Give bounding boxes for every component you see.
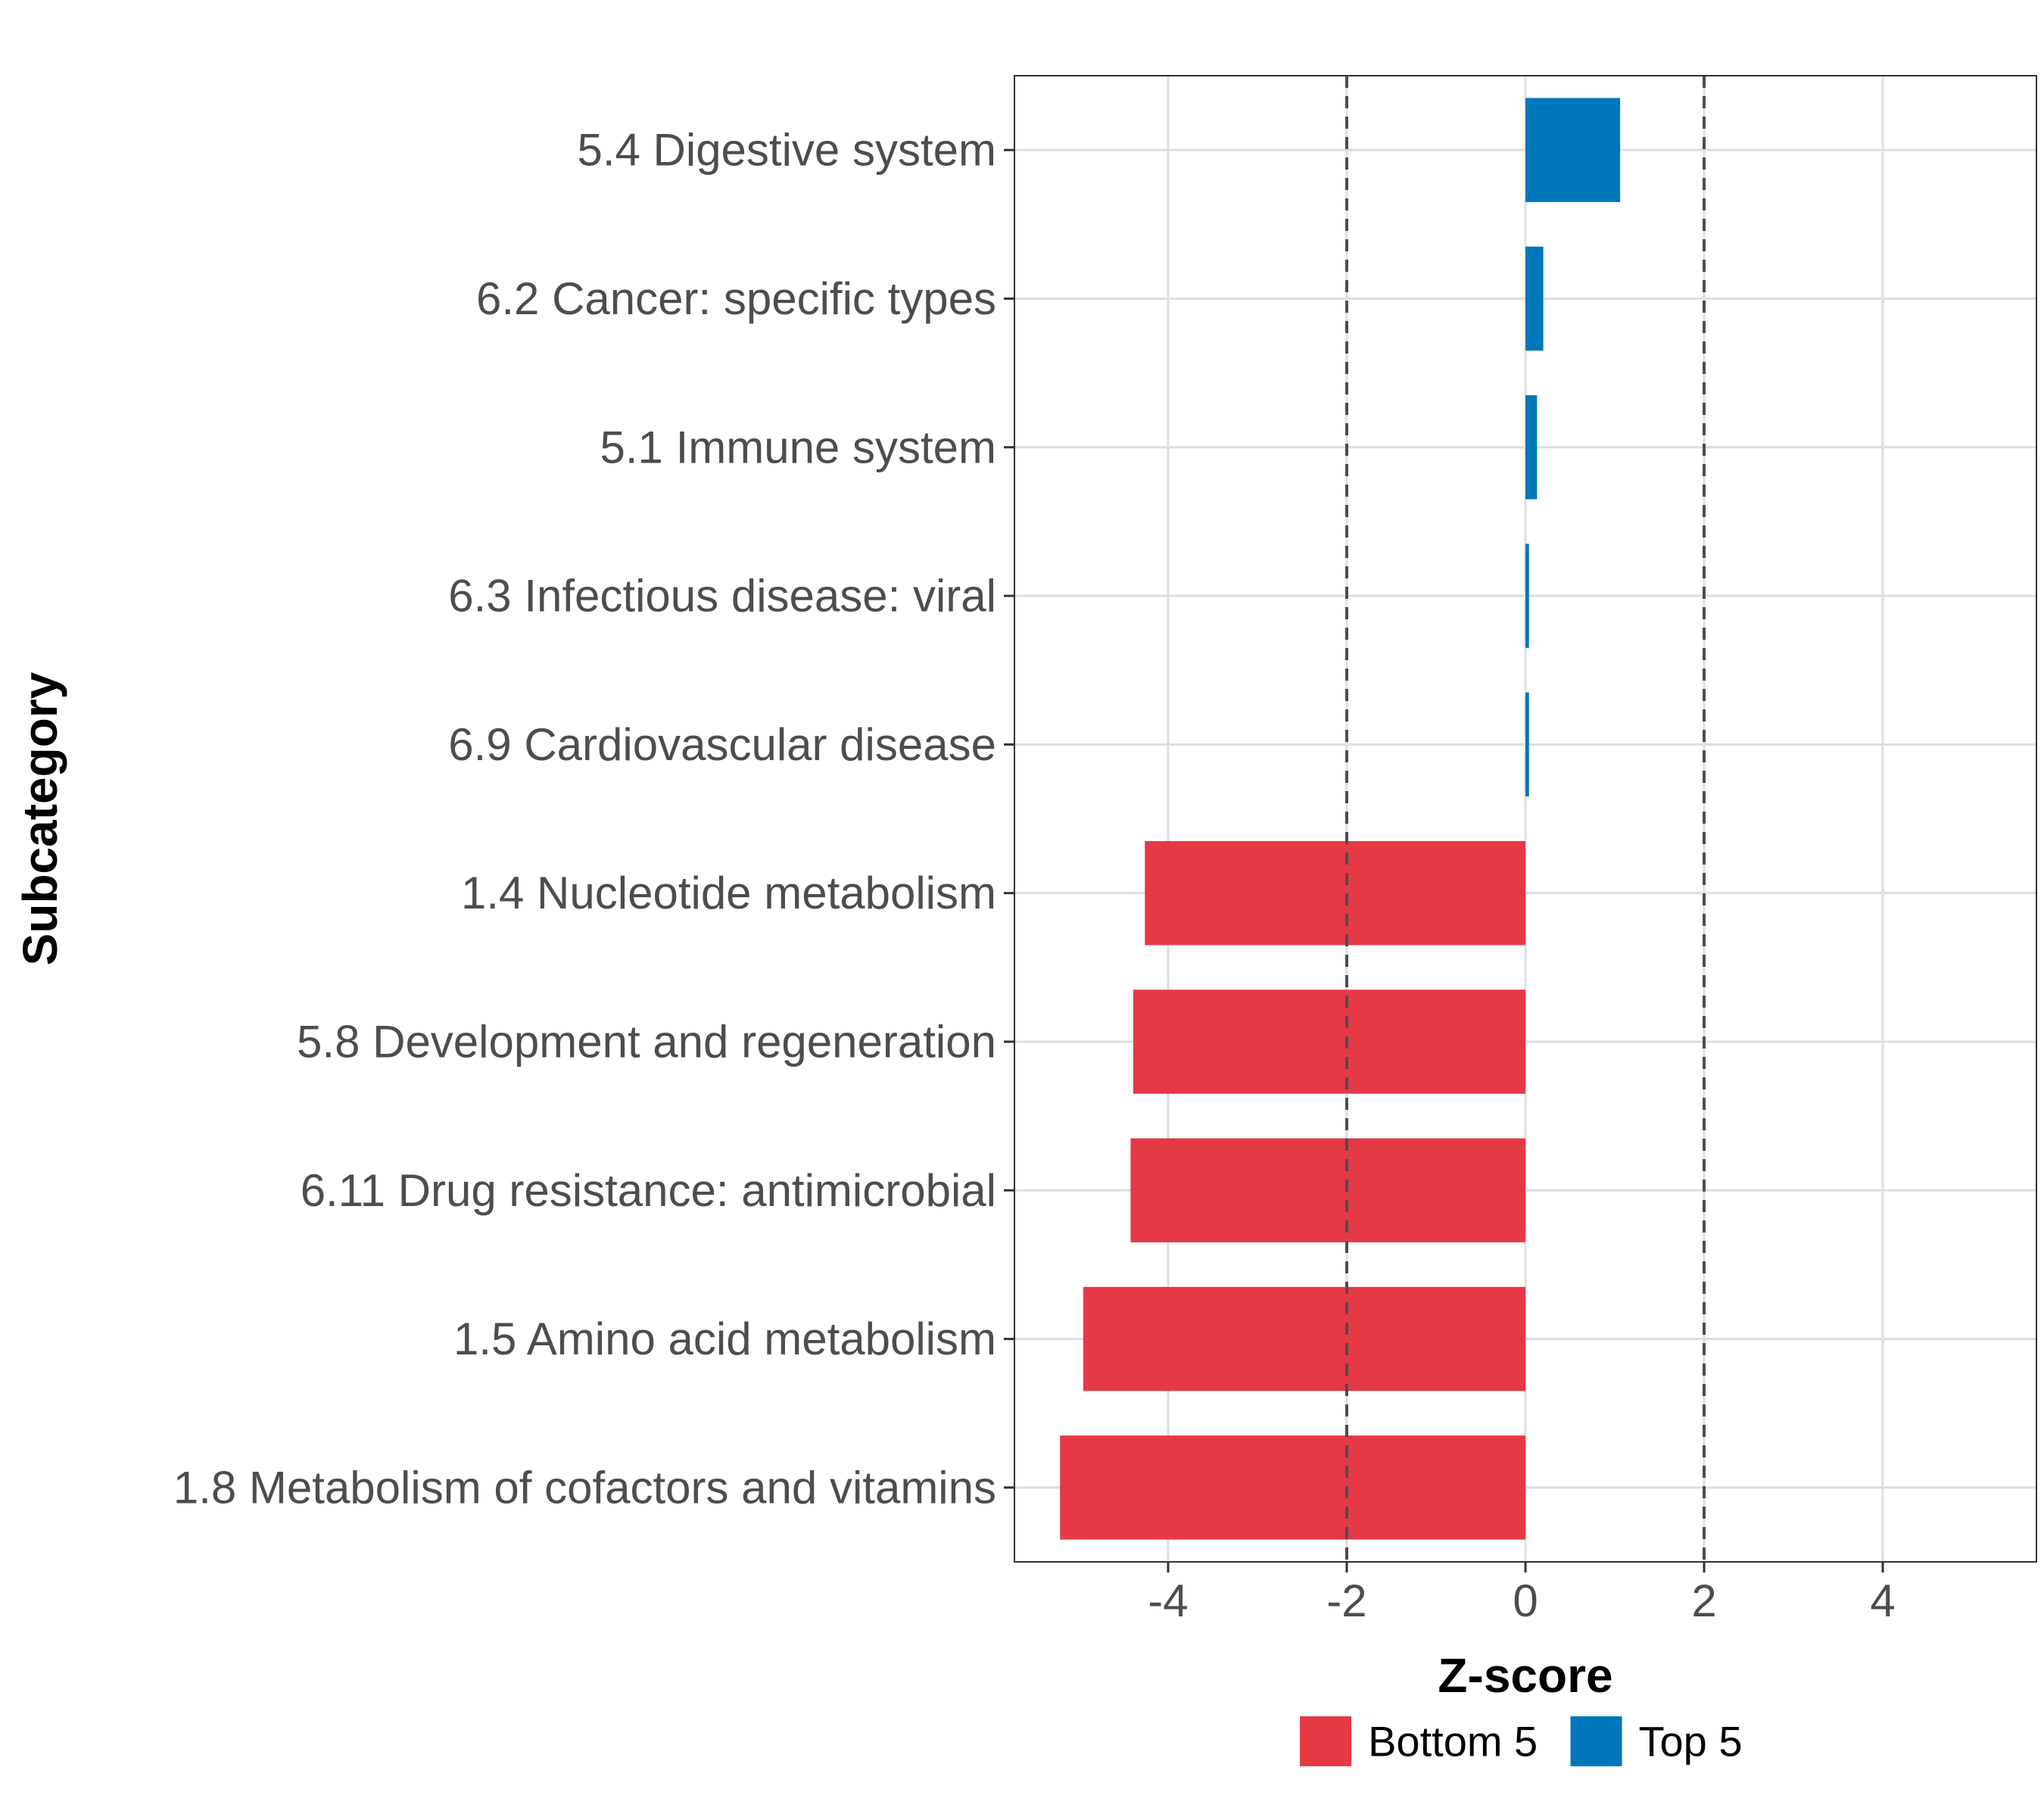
y-tick-label: 6.11 Drug resistance: antimicrobial bbox=[301, 1165, 996, 1216]
bar-5 bbox=[1525, 692, 1529, 797]
y-axis-title: Subcategory bbox=[13, 672, 67, 965]
y-tick-label: 5.4 Digestive system bbox=[577, 125, 996, 176]
y-tick-label: 5.1 Immune system bbox=[600, 422, 996, 472]
legend: Bottom 5 Top 5 bbox=[1300, 1716, 1743, 1766]
y-tick-label: 1.4 Nucleotide metabolism bbox=[461, 868, 996, 918]
bars bbox=[1060, 98, 1621, 1540]
legend-key-1 bbox=[1300, 1716, 1352, 1766]
bar-8 bbox=[1130, 1138, 1525, 1242]
legend-label-2: Top 5 bbox=[1639, 1718, 1743, 1766]
y-tick-label: 5.8 Development and regeneration bbox=[297, 1016, 996, 1067]
bar-1 bbox=[1525, 98, 1621, 202]
bar-9 bbox=[1083, 1286, 1525, 1392]
bar-3 bbox=[1525, 395, 1538, 500]
legend-label-1: Bottom 5 bbox=[1368, 1718, 1538, 1766]
bar-7 bbox=[1133, 990, 1525, 1094]
y-tick-label: 6.3 Infectious disease: viral bbox=[448, 571, 996, 622]
reference-lines bbox=[1344, 76, 1706, 1562]
axes: 5.4 Digestive system 6.2 Cancer: specific… bbox=[173, 125, 1896, 1626]
x-tick-label: -4 bbox=[1148, 1575, 1188, 1626]
y-tick-label: 1.5 Amino acid metabolism bbox=[453, 1314, 996, 1364]
x-tick-label: -2 bbox=[1326, 1575, 1366, 1626]
legend-key-2 bbox=[1570, 1716, 1622, 1766]
y-tick-label: 6.2 Cancer: specific types bbox=[476, 273, 996, 324]
y-tick-label: 1.8 Metabolism of cofactors and vitamins bbox=[173, 1462, 996, 1513]
x-tick-label: 4 bbox=[1870, 1575, 1895, 1626]
x-axis-title: Z-score bbox=[1438, 1648, 1612, 1703]
x-tick-label: 2 bbox=[1691, 1575, 1716, 1626]
bar-6 bbox=[1145, 840, 1525, 946]
x-tick-label: 0 bbox=[1513, 1575, 1538, 1626]
bar-4 bbox=[1525, 544, 1529, 648]
bar-10 bbox=[1060, 1435, 1525, 1540]
y-tick-label: 6.9 Cardiovascular disease bbox=[448, 719, 996, 770]
bar-2 bbox=[1525, 246, 1544, 351]
